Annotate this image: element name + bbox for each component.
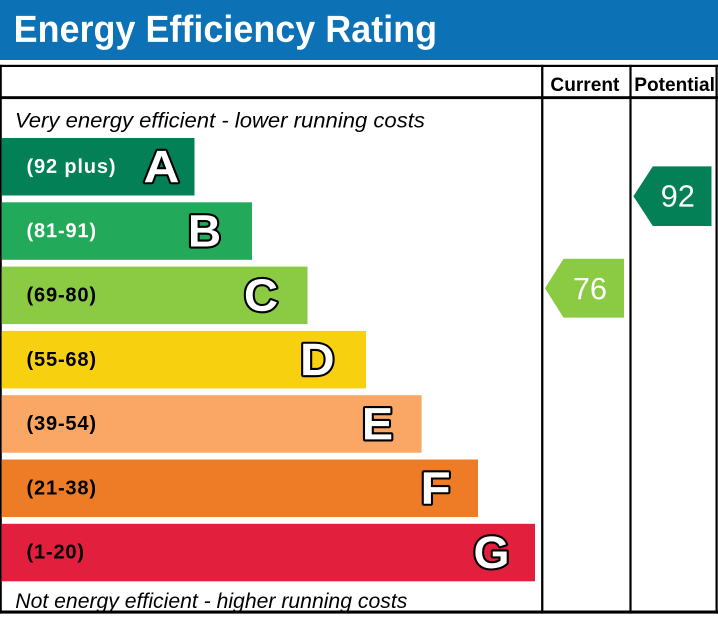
svg-text:(1-20): (1-20) bbox=[27, 542, 85, 564]
svg-text:Potential: Potential bbox=[634, 75, 715, 96]
svg-text:(39-54): (39-54) bbox=[27, 413, 97, 435]
svg-text:(21-38): (21-38) bbox=[27, 477, 97, 499]
svg-text:Very energy efficient - lower: Very energy efficient - lower running co… bbox=[15, 109, 425, 133]
svg-text:Current: Current bbox=[550, 75, 620, 96]
svg-text:Not energy efficient - higher: Not energy efficient - higher running co… bbox=[15, 589, 407, 613]
svg-text:(69-80): (69-80) bbox=[27, 285, 97, 307]
svg-text:(55-68): (55-68) bbox=[27, 349, 97, 371]
